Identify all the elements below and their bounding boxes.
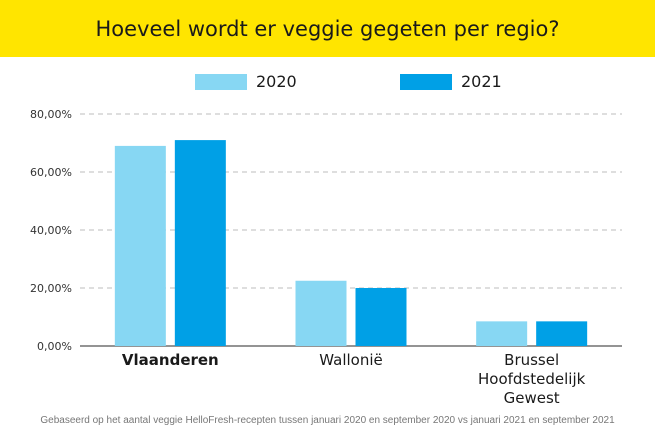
legend-label-2021: 2021 [461, 72, 502, 91]
bar-2021-1 [174, 140, 226, 346]
x-tick-label: Hoofdstedelijk [478, 370, 586, 388]
title-banner: Hoeveel wordt er veggie gegeten per regi… [0, 0, 655, 57]
chart-title: Hoeveel wordt er veggie gegeten per regi… [95, 16, 560, 41]
bar-chart: 0,00% 20,00% 40,00% 60,00% 80,00% Vlaanderen W… [30, 108, 622, 407]
y-tick-label: 40,00% [30, 224, 72, 237]
y-tick-label: 0,00% [37, 340, 72, 353]
y-tick-label: 80,00% [30, 108, 72, 121]
y-tick-label: 60,00% [30, 166, 72, 179]
legend-swatch-2021 [400, 73, 452, 90]
y-tick-label: 20,00% [30, 282, 72, 295]
legend-swatch-2020 [195, 73, 247, 90]
legend-item-2021: 2021 [400, 72, 502, 91]
x-tick-label: Brussel [504, 351, 559, 369]
x-tick-label: Wallonië [319, 351, 382, 369]
legend-item-2020: 2020 [195, 72, 297, 91]
footnote: Gebaseerd op het aantal veggie HelloFres… [40, 415, 615, 426]
legend-label-2020: 2020 [256, 72, 297, 91]
bar-2020-3 [476, 321, 528, 346]
x-tick-label: Gewest [504, 389, 560, 407]
x-tick-label: Vlaanderen [122, 351, 219, 369]
bar-2021-2 [355, 288, 407, 346]
bar-2020-2 [295, 280, 347, 346]
bar-2021-3 [536, 321, 588, 346]
bar-2020-1 [114, 145, 166, 346]
legend: 2020 2021 [0, 72, 655, 98]
